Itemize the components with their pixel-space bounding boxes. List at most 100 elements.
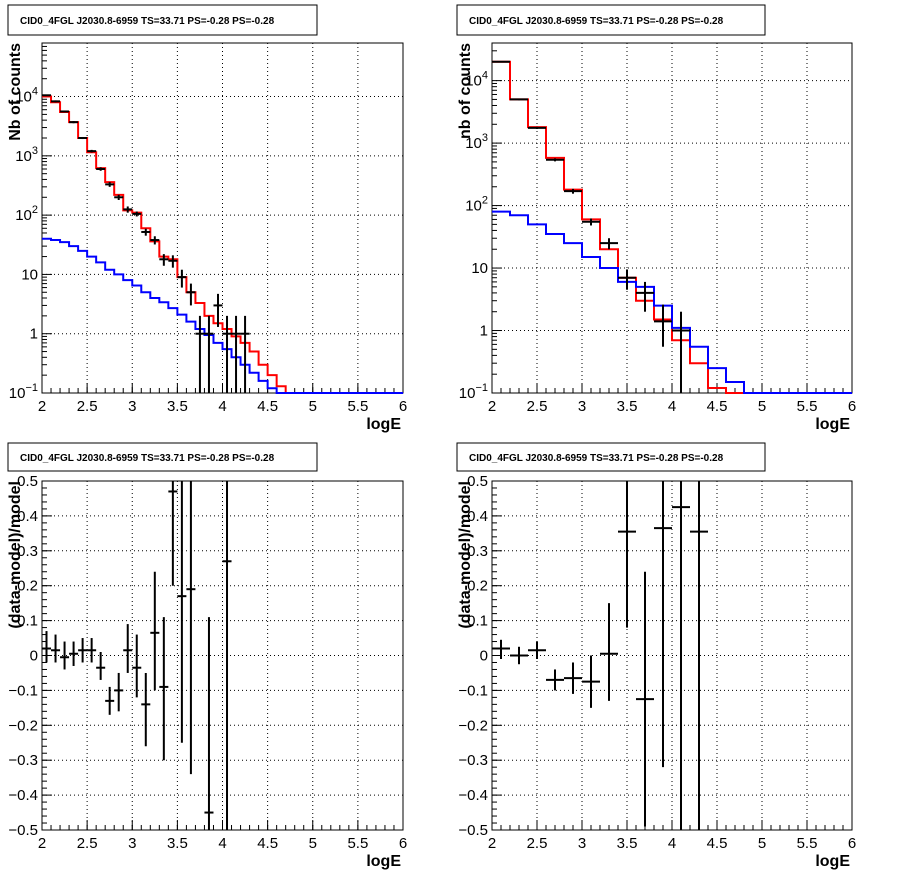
data-point: [213, 293, 223, 327]
data-point: [222, 315, 232, 393]
chart-title: CID0_4FGL J2030.8-6959 TS=33.71 PS=-0.28…: [20, 453, 275, 464]
data-point: [150, 236, 160, 245]
y-tick-label: 0.3: [467, 543, 488, 560]
data-point: [69, 641, 79, 666]
y-tick-label: 10−1: [9, 382, 38, 402]
x-tick-label: 3.5: [617, 398, 638, 415]
x-tick-label: 5.5: [347, 398, 368, 415]
x-tick-label: 4: [218, 398, 226, 415]
data-point: [150, 571, 160, 691]
x-tick-label: 4.5: [707, 835, 728, 852]
data-point: [672, 481, 690, 830]
data-point: [636, 571, 654, 827]
chart-panel-3: CID0_4FGL J2030.8-6959 TS=33.71 PS=-0.28…: [7, 442, 407, 870]
data-point: [195, 315, 205, 393]
data-point: [690, 481, 708, 830]
data-point: [123, 206, 133, 213]
data-point: [186, 283, 196, 306]
data-point: [672, 311, 690, 393]
y-tick-label: −0.1: [458, 682, 488, 699]
data-point: [582, 655, 600, 708]
y-tick-label: 0: [480, 648, 488, 665]
x-tick-label: 5: [758, 398, 766, 415]
data-point: [654, 304, 672, 347]
data-point: [582, 218, 600, 226]
data-point: [96, 167, 106, 171]
data-point: [186, 481, 196, 775]
x-tick-label: 3: [128, 398, 136, 415]
title-box: [7, 442, 318, 472]
x-tick-label: 2: [488, 835, 496, 852]
x-tick-label: 6: [848, 398, 856, 415]
chart-panel-1: CID0_4FGL J2030.8-6959 TS=33.71 PS=-0.28…: [7, 4, 407, 433]
x-tick-label: 4: [668, 835, 676, 852]
x-tick-label: 3: [578, 835, 586, 852]
y-tick-label: −0.4: [8, 787, 38, 804]
x-tick-label: 2: [38, 398, 46, 415]
series-line-model-background: [492, 210, 852, 394]
y-tick-label: 10: [471, 260, 488, 277]
chart-title: CID0_4FGL J2030.8-6959 TS=33.71 PS=-0.28…: [20, 16, 275, 27]
y-tick-label: −0.5: [458, 822, 488, 839]
data-point: [78, 638, 88, 663]
data-point: [600, 238, 618, 250]
data-point: [105, 686, 115, 715]
data-point: [141, 228, 151, 236]
x-axis-title: logE: [366, 853, 401, 870]
data-point: [600, 603, 618, 701]
y-tick-label: 103: [465, 132, 488, 152]
title-box: [7, 4, 318, 36]
x-tick-label: 3.5: [167, 398, 188, 415]
x-tick-label: 4: [218, 835, 226, 852]
y-tick-label: 10: [21, 266, 38, 283]
y-tick-label: −0.5: [8, 822, 38, 839]
x-tick-label: 5.5: [347, 835, 368, 852]
data-point: [60, 110, 70, 113]
data-point: [168, 481, 178, 586]
y-tick-label: 104: [465, 70, 488, 90]
data-point: [564, 662, 582, 694]
y-tick-label: 102: [465, 195, 488, 215]
data-point: [204, 617, 214, 830]
data-point: [114, 194, 124, 200]
y-tick-label: 0.2: [17, 578, 38, 595]
data-point: [123, 624, 133, 673]
x-tick-label: 3.5: [617, 835, 638, 852]
data-point: [96, 652, 106, 680]
data-point: [87, 149, 97, 153]
x-tick-label: 3: [128, 835, 136, 852]
x-tick-label: 2.5: [77, 398, 98, 415]
x-tick-label: 2.5: [77, 835, 98, 852]
y-tick-label: 0.5: [467, 473, 488, 490]
x-tick-label: 4.5: [257, 835, 278, 852]
data-point: [42, 631, 52, 663]
chart-panel-4: CID0_4FGL J2030.8-6959 TS=33.71 PS=-0.28…: [456, 442, 856, 870]
y-tick-label: 0.4: [17, 508, 38, 525]
data-point: [51, 100, 61, 103]
data-point: [87, 638, 97, 663]
chart-title: CID0_4FGL J2030.8-6959 TS=33.71 PS=-0.28…: [469, 16, 724, 27]
y-tick-label: 102: [15, 204, 38, 224]
plot-frame: [491, 480, 853, 831]
y-tick-label: −0.3: [8, 752, 38, 769]
y-tick-label: 0.3: [17, 543, 38, 560]
x-tick-label: 5: [309, 398, 317, 415]
y-tick-label: 1: [30, 326, 38, 343]
y-tick-label: −0.3: [458, 752, 488, 769]
x-axis-title: logE: [366, 416, 401, 433]
title-box: [456, 4, 766, 36]
x-tick-label: 5: [758, 835, 766, 852]
x-tick-label: 4: [668, 398, 676, 415]
data-point: [114, 672, 124, 712]
data-point: [528, 126, 546, 130]
data-point: [546, 158, 564, 162]
plot-frame: [491, 42, 853, 394]
data-point: [510, 98, 528, 101]
data-point: [132, 634, 142, 698]
x-tick-label: 5.5: [797, 398, 818, 415]
data-point: [177, 269, 187, 288]
y-axis-title: (data-model)/model: [7, 481, 24, 629]
plot-frame: [41, 42, 404, 394]
data-point: [492, 639, 510, 659]
